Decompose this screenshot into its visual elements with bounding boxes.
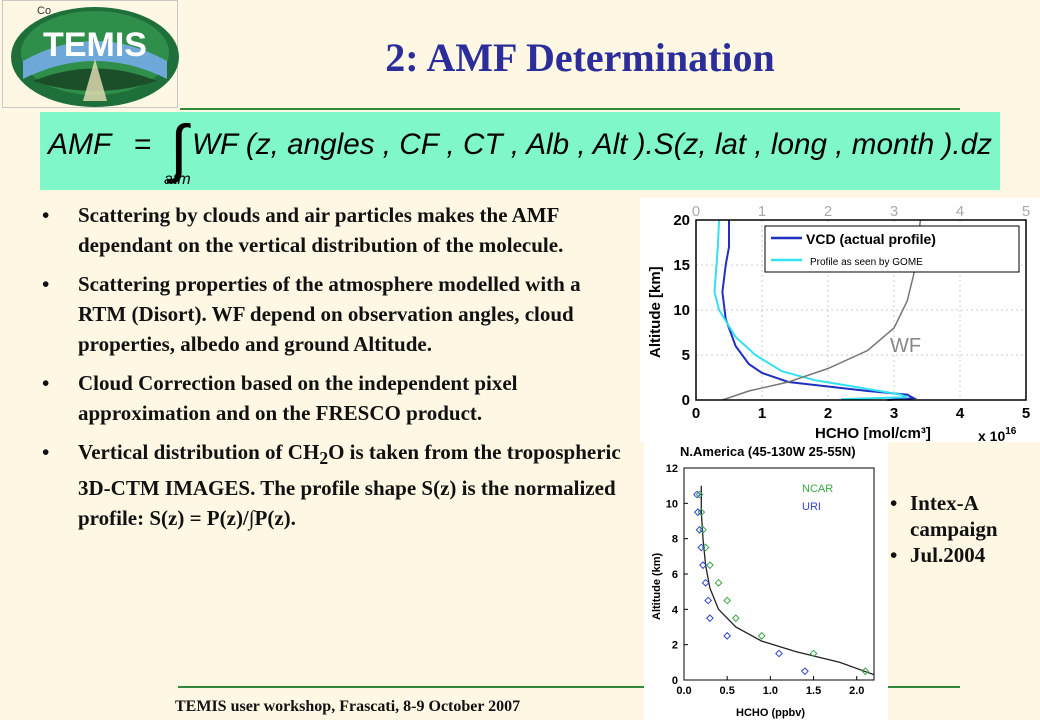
chart1-x-tick-label: 3 xyxy=(890,405,898,422)
page-title: 2: AMF Determination xyxy=(385,35,775,80)
chart2-legend-uri: URI xyxy=(802,501,821,513)
formula-subscript: atm xyxy=(164,171,191,188)
bottom-divider xyxy=(178,686,960,688)
chart2-plot-area xyxy=(683,467,875,681)
bullet-item: Cloud Correction based on the independen… xyxy=(42,368,632,428)
chart1-x-tick-label: 1 xyxy=(758,405,766,422)
chart2-marker-ncar xyxy=(697,508,706,517)
chart1-y-tick-label: 10 xyxy=(673,302,690,319)
formula-body: WF (z, angles , CF , CT , Alb , Alt ).S(… xyxy=(192,128,992,161)
chart2-x-tick-label: 1.0 xyxy=(763,685,778,697)
chart2-marker-uri xyxy=(699,561,707,570)
amf-formula: AMF = ∫ WF (z, angles , CF , CT , Alb , … xyxy=(40,112,1000,190)
footer-text: TEMIS user workshop, Frascati, 8-9 Octob… xyxy=(175,698,521,715)
formula-equals: = xyxy=(134,128,152,161)
chart2-x-tick-label: 1.5 xyxy=(806,685,821,697)
chart2-y-tick-label: 0 xyxy=(672,675,678,687)
chart2-marker-uri xyxy=(706,614,714,623)
chart1-x-tick-label: 0 xyxy=(692,405,700,422)
chart2-marker-uri xyxy=(693,490,701,499)
legend-label-vcd: VCD (actual profile) xyxy=(806,231,936,247)
chart1-top-tick-label: 2 xyxy=(824,203,832,220)
chart1-top-tick-label: 3 xyxy=(890,203,898,220)
chart2-marker-uri xyxy=(697,543,706,552)
chart1-top-tick-label: 1 xyxy=(758,203,766,220)
chart1-y-tick-label: 20 xyxy=(673,212,690,229)
chart2-marker-ncar xyxy=(861,667,870,676)
chart1-x-tick-label: 4 xyxy=(956,405,965,422)
chart2-marker-ncar xyxy=(757,631,766,640)
bullet-list: Scattering by clouds and air particles m… xyxy=(42,200,632,542)
chart2-x-tick-label: 0.0 xyxy=(676,685,691,697)
legend-label-gome: Profile as seen by GOME xyxy=(810,257,923,268)
top-divider xyxy=(180,108,960,110)
chart1-series-gome xyxy=(713,219,908,401)
chart1-legend: VCD (actual profile) Profile as seen by … xyxy=(764,225,1020,273)
chart2-y-tick-label: 4 xyxy=(672,604,679,616)
campaign-item: Jul.2004 xyxy=(890,542,1040,568)
chart2-y-label: Altitude (km) xyxy=(651,552,663,620)
chart1-x-tick-label: 2 xyxy=(824,405,832,422)
chart1-top-tick-label: 4 xyxy=(956,203,964,220)
temis-logo: Co TEMIS xyxy=(2,0,179,108)
chart1-y-tick-label: 5 xyxy=(682,347,690,364)
chart2-y-tick-label: 12 xyxy=(666,463,678,475)
chart2-title: N.America (45-130W 25-55N) xyxy=(680,444,856,459)
chart2-x-tick-label: 2.0 xyxy=(849,685,864,697)
chart2-marker-uri xyxy=(723,631,732,640)
chart1-y-tick-label: 15 xyxy=(673,257,690,274)
chart2-marker-uri xyxy=(775,649,783,658)
bullet-item: Scattering properties of the atmosphere … xyxy=(42,269,632,359)
chart2-marker-ncar xyxy=(809,649,818,658)
chart1-x-multiplier: x 1016 xyxy=(978,426,1017,442)
chart1-wf-annotation: WF xyxy=(890,335,921,357)
integral-sign: ∫ xyxy=(166,112,191,184)
chart2-marker-uri xyxy=(704,596,713,605)
bullet-item: Scattering by clouds and air particles m… xyxy=(42,200,632,260)
temis-logo-graphic: TEMIS xyxy=(11,7,179,107)
chart2-y-tick-label: 10 xyxy=(666,498,678,510)
chart1-top-tick-label: 0 xyxy=(692,203,700,220)
chart2-marker-uri xyxy=(693,508,702,517)
formula-lhs: AMF xyxy=(46,128,113,161)
chart1-y-label: Altitude [km] xyxy=(647,266,664,358)
chart2-marker-uri xyxy=(701,578,710,587)
chart2-marker-ncar xyxy=(699,525,707,534)
chart2-marker-ncar xyxy=(723,596,732,605)
chart2-y-tick-label: 6 xyxy=(672,569,678,581)
chart2-marker-uri xyxy=(801,667,809,676)
chart2-series xyxy=(693,485,875,676)
chart2-y-tick-label: 8 xyxy=(672,534,678,546)
logo-text: TEMIS xyxy=(43,26,147,64)
chart2-marker-ncar xyxy=(714,578,723,587)
chart1-x-tick-label: 5 xyxy=(1022,405,1030,422)
chart2-legend-ncar: NCAR xyxy=(802,483,833,495)
bullet-item: Vertical distribution of CH2O is taken f… xyxy=(42,437,632,533)
logo-corner-text: Co xyxy=(37,5,52,17)
chart2-x-label: HCHO (ppbv) xyxy=(736,707,805,719)
chart2-y-tick-label: 2 xyxy=(672,640,678,652)
chart1-y-tick-label: 0 xyxy=(682,392,690,409)
chart2-x-tick-label: 0.5 xyxy=(720,685,735,697)
chart1-plot-area xyxy=(695,219,1027,401)
chart2-marker-ncar xyxy=(695,490,704,499)
chart1-x-label: HCHO [mol/cm³] xyxy=(815,425,931,442)
chart2-ticks: 0.0 0.5 1.0 1.5 2.0 0 2 4 6 8 10 12 xyxy=(666,463,865,697)
intex-scatter-chart: N.America (45-130W 25-55N) 0.0 0.5 1.0 1.5 2… xyxy=(644,440,888,720)
campaign-item: Intex-A campaign xyxy=(890,490,1040,542)
chart1-top-tick-label: 5 xyxy=(1022,203,1030,220)
campaign-list: Intex-A campaign Jul.2004 xyxy=(890,490,1040,568)
chart2-marker-ncar xyxy=(731,614,740,623)
chart2-marker-ncar xyxy=(706,561,714,570)
chart2-marker-uri xyxy=(695,525,704,534)
